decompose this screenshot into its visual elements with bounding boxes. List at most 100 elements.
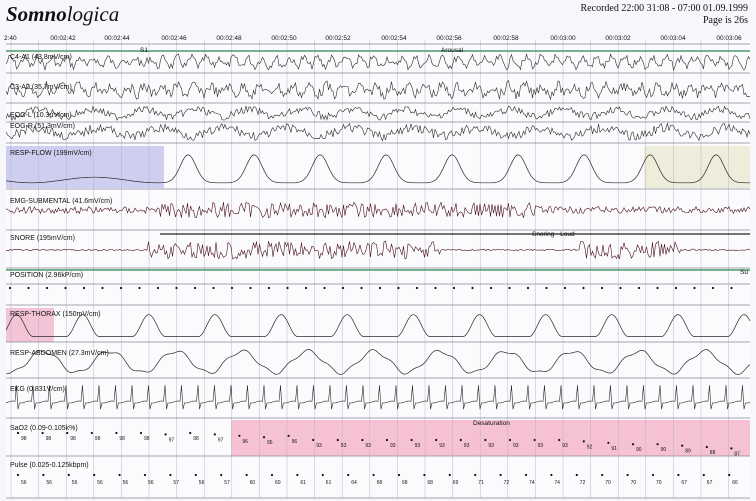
sao2-sample-dot (66, 431, 69, 435)
pulse-value: 68 (427, 480, 433, 486)
sleep-stage-label: S1 (140, 47, 148, 54)
pulse-sample-dot (448, 473, 451, 477)
time-tick-label: 00:02:44 (104, 35, 130, 42)
sao2-value: 97 (218, 437, 224, 443)
position-sample-dot (674, 286, 678, 290)
position-sample-dot (693, 286, 696, 290)
channel-label-pulse: Pulse (0.025-0.125kbpm) (10, 462, 89, 469)
sao2-sample-dot (312, 438, 315, 442)
pulse-sample-dot (423, 473, 426, 477)
sao2-sample-dot (730, 447, 733, 450)
position-tag-label: Su (740, 269, 748, 276)
flow-event-highlight (6, 146, 164, 188)
pulse-value: 56 (72, 480, 78, 486)
pulse-value: 72 (504, 480, 510, 486)
pulse-sample-dot (499, 473, 502, 477)
pulse-sample-dot (575, 473, 578, 477)
eeg-c4a1-trace (5, 53, 751, 72)
brand-name-light: logica (66, 2, 120, 26)
channel-label-eogr: EOG-R (51.3mV/cm) (10, 123, 75, 130)
sao2-value: 93 (538, 443, 544, 449)
position-sample-dot (267, 286, 271, 290)
position-sample-dot (45, 286, 49, 290)
pulse-sample-dot (474, 473, 477, 477)
sao2-sample-dot (484, 438, 487, 442)
pulse-sample-dot (93, 473, 96, 477)
recorded-range: Recorded 22:00 31:08 - 07:00 01.09.1999 (580, 3, 748, 14)
pulse-value: 70 (605, 480, 611, 486)
channel-label-c4a1: C4-A1 (43.8mV/cm) (10, 54, 72, 61)
brand-name-bold: Somno (6, 2, 67, 26)
position-sample-dot (8, 286, 12, 290)
pulse-value: 74 (554, 480, 560, 486)
sao2-sample-dot (287, 434, 290, 437)
time-tick-label: 2:40 (4, 35, 17, 42)
time-tick-label: 00:02:42 (50, 35, 76, 42)
channel-label-emg: EMG-SUBMENTAL (41.6mV/cm) (10, 198, 112, 205)
pulse-sample-dot (220, 473, 223, 477)
position-sample-dot (600, 286, 604, 290)
sao2-value: 90 (661, 447, 667, 453)
sao2-sample-dot (262, 436, 266, 439)
sao2-sample-dot (213, 433, 216, 436)
sao2-value: 95 (267, 440, 273, 446)
sao2-sample-dot (435, 438, 438, 442)
sao2-sample-dot (385, 438, 389, 442)
pulse-sample-dot (67, 473, 70, 477)
sao2-value: 93 (341, 443, 347, 449)
sao2-value: 93 (316, 443, 322, 449)
position-sample-dot (230, 286, 234, 290)
pulse-value: 60 (250, 480, 256, 486)
position-sample-dot (582, 286, 585, 290)
position-sample-dot (286, 286, 289, 290)
pulse-value: 66 (732, 480, 738, 486)
position-sample-dot (545, 286, 548, 290)
sao2-value: 96 (242, 439, 248, 445)
position-sample-dot (378, 286, 382, 290)
sao2-sample-dot (139, 431, 143, 435)
pulse-value: 56 (148, 480, 154, 486)
app-logo: Somnologica (6, 2, 119, 27)
time-tick-label: 00:02:56 (436, 35, 462, 42)
pulse-value: 57 (173, 480, 179, 486)
channel-label-ekg: EKG (0.831V/cm) (10, 386, 65, 393)
position-sample-dot (563, 286, 567, 290)
ekg-trace (5, 385, 751, 410)
pulse-value: 69 (453, 480, 459, 486)
arousal-event-label: Arousal (441, 47, 464, 54)
pulse-value: 60 (275, 480, 281, 486)
channel-label-snore: SNORE (195mV/cm) (10, 235, 75, 242)
sao2-value: 93 (464, 443, 470, 449)
pulse-value: 56 (46, 480, 52, 486)
pulse-sample-dot (601, 473, 604, 477)
channel-label-pos: POSITION (2.96kP/cm) (10, 272, 83, 279)
time-tick-label: 00:02:52 (325, 35, 351, 42)
snore-trace (5, 240, 751, 260)
sao2-sample-dot (681, 444, 684, 447)
sao2-sample-dot (631, 443, 635, 446)
position-sample-dot (656, 286, 659, 290)
pulse-sample-dot (296, 473, 299, 477)
pulse-value: 72 (580, 480, 586, 486)
sao2-value: 93 (513, 443, 519, 449)
time-tick-label: 00:02:46 (161, 35, 187, 42)
flow-event-highlight-end (644, 146, 750, 188)
emg-submental-trace (5, 201, 751, 219)
time-tick-label: 00:02:48 (216, 35, 242, 42)
pulse-value: 61 (326, 480, 332, 486)
desaturation-highlight (231, 420, 750, 456)
sao2-value: 93 (365, 443, 371, 449)
sao2-sample-dot (164, 433, 167, 436)
position-sample-dot (619, 286, 622, 290)
pulse-value: 70 (631, 480, 637, 486)
sao2-sample-dot (656, 443, 659, 446)
position-sample-dot (730, 286, 733, 290)
sao2-value: 90 (636, 447, 642, 453)
pulse-sample-dot (702, 473, 705, 477)
sao2-sample-dot (115, 431, 118, 435)
sao2-sample-dot (90, 431, 93, 435)
sao2-value: 98 (21, 436, 27, 442)
pulse-value: 74 (529, 480, 535, 486)
position-sample-dot (119, 286, 123, 290)
